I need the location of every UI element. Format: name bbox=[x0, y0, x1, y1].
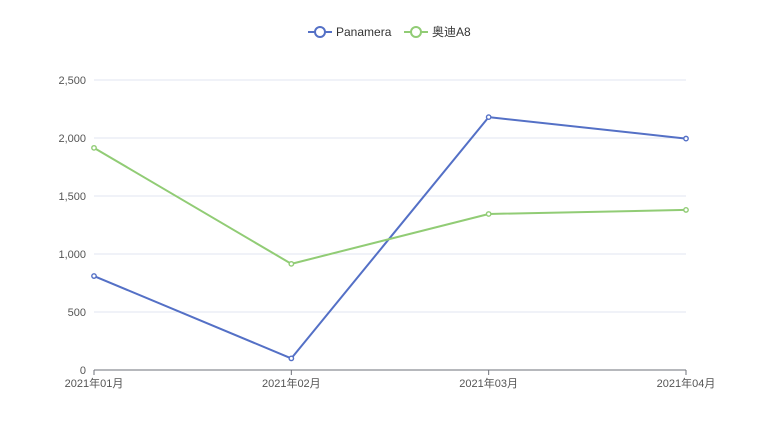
series-0 bbox=[91, 114, 689, 362]
legend-item[interactable]: 奥迪A8 bbox=[404, 25, 471, 39]
x-tick-labels: 2021年01月 2021年02月 2021年03月 2021年04月 bbox=[65, 376, 716, 390]
series-line bbox=[93, 116, 687, 360]
data-point[interactable] bbox=[91, 144, 97, 151]
series-line bbox=[93, 146, 687, 265]
legend-marker-icon bbox=[314, 26, 326, 38]
data-point[interactable] bbox=[485, 114, 492, 121]
series-1 bbox=[91, 144, 689, 267]
grid-lines bbox=[94, 79, 686, 313]
data-point[interactable] bbox=[683, 135, 689, 142]
y-tick-label: 1,500 bbox=[58, 191, 86, 203]
data-point[interactable] bbox=[288, 260, 295, 267]
legend-marker-icon bbox=[410, 26, 422, 38]
data-point[interactable] bbox=[288, 355, 295, 362]
data-point[interactable] bbox=[683, 207, 689, 213]
legend-label: Panamera bbox=[336, 25, 392, 39]
y-tick-label: 2,500 bbox=[58, 75, 86, 87]
x-tick-label: 2021年02月 bbox=[262, 376, 321, 390]
y-tick-label: 2,000 bbox=[58, 133, 86, 145]
axes bbox=[93, 369, 687, 375]
y-tick-label: 1,000 bbox=[58, 249, 86, 261]
x-tick-label: 2021年04月 bbox=[657, 376, 716, 390]
legend-item[interactable]: Panamera bbox=[308, 25, 392, 39]
y-tick-labels: 0 500 1,000 1,500 2,000 2,500 bbox=[58, 75, 86, 377]
legend[interactable]: Panamera 奥迪A8 bbox=[308, 25, 471, 39]
y-tick-label: 0 bbox=[80, 365, 86, 377]
data-point[interactable] bbox=[91, 273, 97, 279]
data-point[interactable] bbox=[485, 211, 492, 217]
y-tick-label: 500 bbox=[68, 307, 86, 319]
x-tick-label: 2021年03月 bbox=[459, 376, 518, 390]
x-tick-label: 2021年01月 bbox=[65, 376, 124, 390]
series-lines bbox=[91, 114, 689, 362]
legend-label: 奥迪A8 bbox=[432, 25, 471, 39]
